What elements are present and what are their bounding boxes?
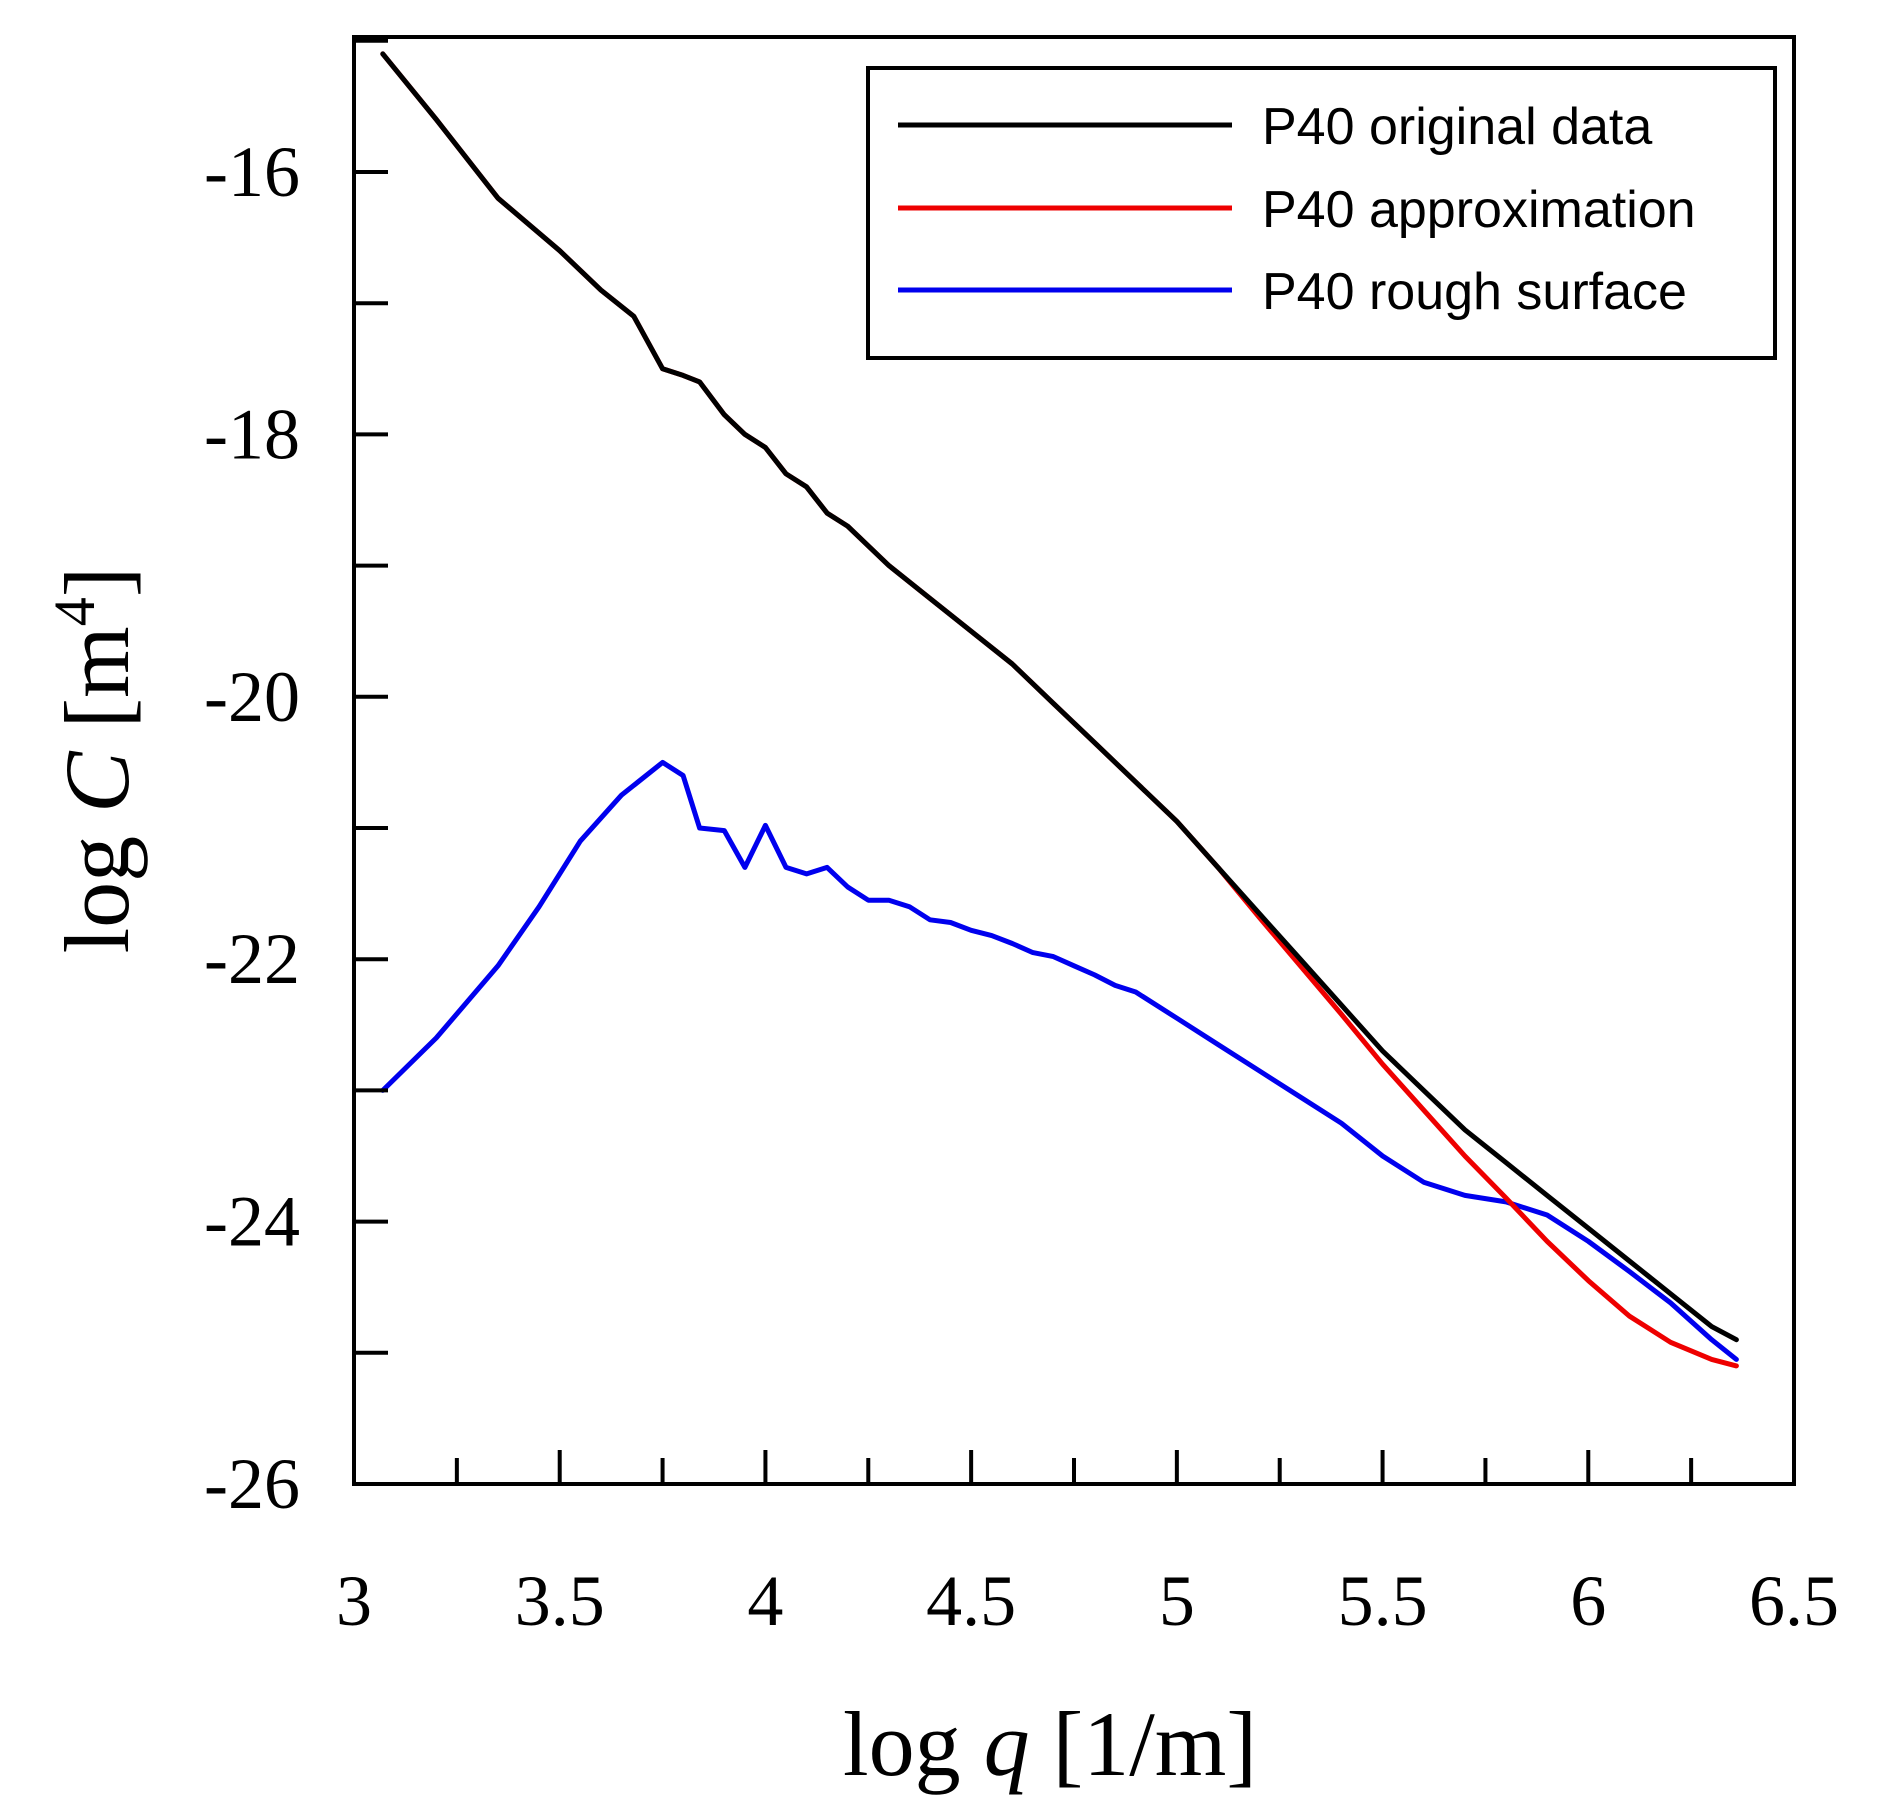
legend: P40 original data P40 approximation P40 … (866, 66, 1777, 360)
x-tick-label: 5 (1159, 1561, 1195, 1641)
legend-label-original-data: P40 original data (1262, 98, 1652, 156)
series-layer (380, 51, 1739, 1369)
y-tick-label: -22 (204, 919, 300, 999)
series-line-0 (380, 51, 1739, 1343)
x-tick-label: 3 (336, 1561, 372, 1641)
y-tick-label: -20 (204, 657, 300, 737)
y-tick-label: -18 (204, 394, 300, 474)
y-axis-title: log C [m4] (42, 567, 148, 954)
x-tick-label: 3.5 (515, 1561, 605, 1641)
x-tick-label: 4.5 (926, 1561, 1016, 1641)
x-axis-title: log q [1/m] (843, 1693, 1257, 1795)
series-line-2 (380, 759, 1739, 1362)
x-tick-label: 5.5 (1338, 1561, 1428, 1641)
y-tick-label: -26 (204, 1444, 300, 1524)
x-tick-label: 4 (747, 1561, 783, 1641)
legend-label-approximation: P40 approximation (1262, 181, 1696, 239)
legend-label-rough-surface: P40 rough surface (1262, 263, 1687, 321)
legend-box (866, 66, 1777, 360)
y-tick-label: -16 (204, 132, 300, 212)
x-tick-label: 6.5 (1749, 1561, 1839, 1641)
x-tick-label: 6 (1570, 1561, 1606, 1641)
y-tick-label: -24 (204, 1182, 300, 1262)
ticks-layer: 3 3.5 4 4.5 5 5.5 6 6.5 -26 -24 -22 -20 -18 -16 (204, 38, 1839, 1641)
